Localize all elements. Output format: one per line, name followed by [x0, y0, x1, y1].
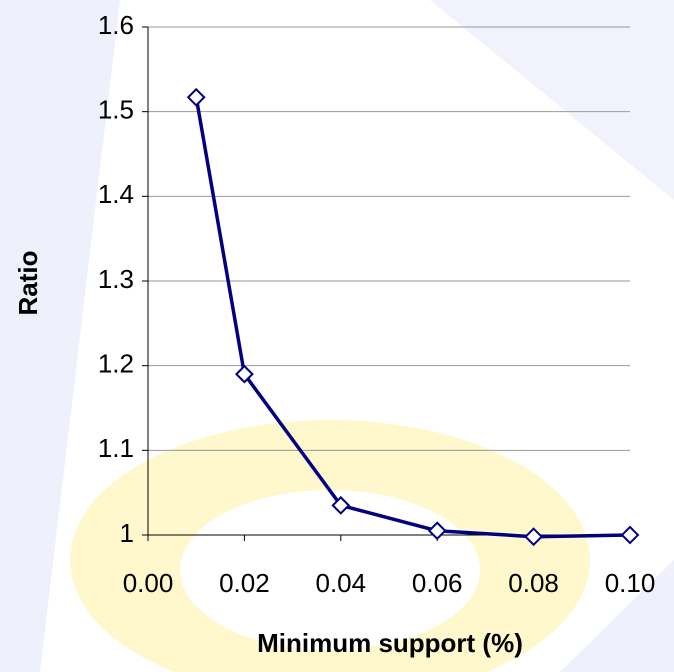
- y-tick-label: 1.6: [98, 10, 134, 40]
- y-tick-label: 1.5: [98, 95, 134, 125]
- y-axis-title: Ratio: [13, 251, 43, 316]
- x-tick-label: 0.06: [412, 568, 463, 598]
- y-tick-label: 1.3: [98, 264, 134, 294]
- y-tick-label: 1.1: [98, 433, 134, 463]
- marker: [622, 527, 638, 543]
- x-tick-label: 0.10: [605, 568, 656, 598]
- x-tick-label: 0.02: [219, 568, 270, 598]
- y-tick-label: 1.4: [98, 179, 134, 209]
- y-tick-label: 1.2: [98, 349, 134, 379]
- decoration: [430, 0, 674, 200]
- x-tick-label: 0.00: [123, 568, 174, 598]
- marker: [188, 89, 204, 105]
- x-axis-title: Minimum support (%): [257, 628, 523, 658]
- x-tick-label: 0.08: [508, 568, 559, 598]
- x-tick-label: 0.04: [315, 568, 366, 598]
- chart: Minimum support (%) Ratio 1 1.1 1.2 1.3 1.4 1…: [0, 0, 674, 672]
- y-tick-label: 1: [120, 518, 134, 548]
